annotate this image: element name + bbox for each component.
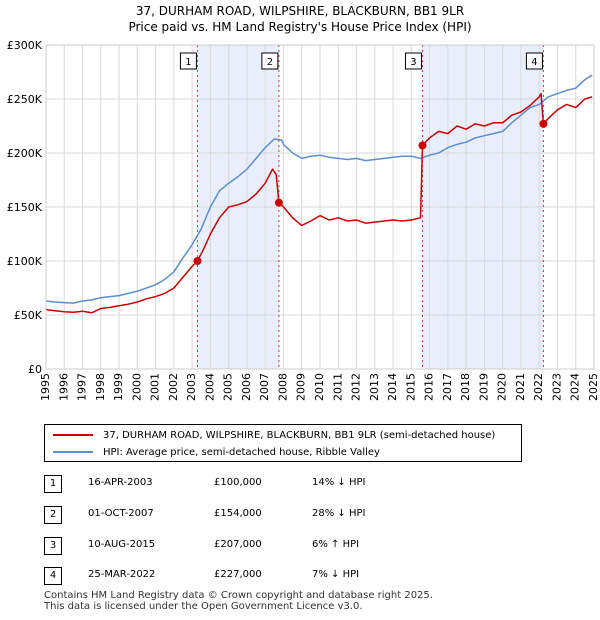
y-tick-label: £250K <box>7 93 43 106</box>
x-tick-label: 1998 <box>94 373 107 401</box>
transaction-price: £154,000 <box>214 508 262 519</box>
y-tick-label: £200K <box>7 147 43 160</box>
transaction-hpi-diff: 6% ↑ HPI <box>312 539 360 550</box>
x-tick-label: 2023 <box>550 373 563 401</box>
transaction-price: £227,000 <box>214 569 262 580</box>
sale-marker-label: 1 <box>185 57 191 68</box>
property-series-line <box>45 92 593 314</box>
transaction-row: 4 25-MAR-2022 £227,000 7% ↓ HPI <box>0 567 600 591</box>
transaction-row: 3 10-AUG-2015 £207,000 6% ↑ HPI <box>0 537 600 561</box>
x-tick-label: 2019 <box>477 373 490 401</box>
hpi-series-line <box>45 74 593 304</box>
transaction-price: £207,000 <box>214 539 262 550</box>
sale-point <box>274 198 283 207</box>
x-tick-label: 2012 <box>350 373 363 401</box>
legend-label-hpi: HPI: Average price, semi-detached house,… <box>103 446 380 458</box>
transaction-row: 2 01-OCT-2007 £154,000 28% ↓ HPI <box>0 506 600 530</box>
chart-legend: 37, DURHAM ROAD, WILPSHIRE, BLACKBURN, B… <box>44 424 522 462</box>
hpi-line-swatch <box>53 451 93 453</box>
transaction-number: 2 <box>44 506 62 524</box>
footer-licence: This data is licensed under the Open Gov… <box>44 601 363 612</box>
legend-item-hpi: HPI: Average price, semi-detached house,… <box>53 444 380 460</box>
legend-item-property: 37, DURHAM ROAD, WILPSHIRE, BLACKBURN, B… <box>53 427 495 443</box>
y-tick-label: £300K <box>7 39 43 52</box>
x-tick-label: 2008 <box>276 373 289 401</box>
footer-copyright: Contains HM Land Registry data © Crown c… <box>44 590 433 601</box>
sale-point <box>193 257 202 265</box>
transaction-row: 1 16-APR-2003 £100,000 14% ↓ HPI <box>0 475 600 499</box>
chart-subtitle: Price paid vs. HM Land Registry's House … <box>128 20 472 34</box>
x-tick-label: 2002 <box>167 373 180 401</box>
y-tick-label: £0 <box>28 363 42 376</box>
x-tick-label: 2025 <box>587 373 600 401</box>
transaction-price: £100,000 <box>214 477 262 488</box>
x-tick-label: 2015 <box>404 373 417 401</box>
x-tick-label: 2000 <box>130 373 143 401</box>
transaction-hpi-diff: 14% ↓ HPI <box>312 477 366 488</box>
transaction-number: 1 <box>44 475 62 493</box>
legend-label-property: 37, DURHAM ROAD, WILPSHIRE, BLACKBURN, B… <box>103 429 496 441</box>
sale-marker-box <box>179 52 197 70</box>
x-tick-label: 1995 <box>39 373 52 401</box>
x-tick-label: 2007 <box>258 373 271 401</box>
sale-point <box>418 141 427 150</box>
transaction-number: 3 <box>44 537 62 555</box>
x-tick-label: 2016 <box>423 373 436 401</box>
x-tick-label: 2022 <box>532 373 545 401</box>
x-tick-label: 2018 <box>459 373 472 401</box>
x-tick-label: 2013 <box>368 373 381 401</box>
y-tick-label: £100K <box>7 255 43 268</box>
transaction-date: 16-APR-2003 <box>88 477 153 488</box>
sale-point <box>539 119 548 128</box>
chart-title-address: 37, DURHAM ROAD, WILPSHIRE, BLACKBURN, B… <box>135 4 465 18</box>
sale-marker-label: 2 <box>267 57 273 68</box>
transaction-hpi-diff: 28% ↓ HPI <box>312 508 366 519</box>
price-chart: 1 2 3 4 £0 £50K £100K £150K £200K £250K £300K 1995… <box>7 39 600 401</box>
x-tick-label: 1999 <box>112 373 125 401</box>
transaction-hpi-diff: 7% ↓ HPI <box>312 569 360 580</box>
y-tick-label: £50K <box>14 309 43 322</box>
sale-marker-label: 4 <box>531 57 537 68</box>
x-tick-label: 2021 <box>514 373 527 401</box>
x-tick-label: 2020 <box>496 373 509 401</box>
y-tick-label: £150K <box>7 201 43 214</box>
x-tick-label: 1996 <box>57 373 70 401</box>
x-tick-label: 2004 <box>203 373 216 401</box>
sale-marker-box <box>261 52 279 70</box>
x-tick-label: 2001 <box>149 373 162 401</box>
sale-marker-box <box>525 52 543 70</box>
transaction-number: 4 <box>44 567 62 585</box>
transaction-date: 10-AUG-2015 <box>88 539 156 550</box>
x-tick-label: 2024 <box>569 373 582 401</box>
transaction-date: 25-MAR-2022 <box>88 569 156 580</box>
x-tick-label: 2010 <box>313 373 326 401</box>
plot-frame <box>45 44 595 370</box>
transaction-date: 01-OCT-2007 <box>88 508 154 519</box>
sale-marker-box <box>404 52 422 70</box>
x-tick-label: 2009 <box>295 373 308 401</box>
sale-marker-label: 3 <box>410 57 416 68</box>
x-tick-label: 2011 <box>331 373 344 401</box>
x-tick-label: 2003 <box>185 373 198 401</box>
property-line-swatch <box>53 434 93 436</box>
x-tick-label: 1997 <box>76 373 89 401</box>
x-tick-label: 2017 <box>441 373 454 401</box>
x-tick-label: 2005 <box>222 373 235 401</box>
x-tick-label: 2014 <box>386 373 399 401</box>
x-tick-label: 2006 <box>240 373 253 401</box>
